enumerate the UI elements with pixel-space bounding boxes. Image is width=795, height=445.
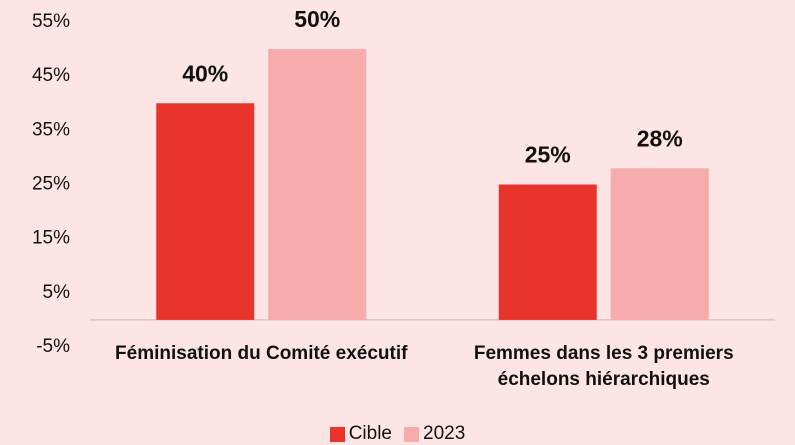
y-tick-label: 55% — [32, 11, 70, 32]
legend-item: 2023 — [404, 423, 465, 445]
value-label: 40% — [182, 60, 228, 86]
bar — [498, 184, 597, 320]
x-tick-label: Femmes dans les 3 premiers échelons hiér… — [473, 343, 734, 390]
value-label: 50% — [294, 6, 340, 32]
legend-label: 2023 — [423, 423, 466, 444]
y-tick-label: 45% — [32, 65, 70, 86]
legend-swatch — [329, 426, 345, 442]
value-label: 28% — [637, 125, 683, 151]
legend-item: Cible — [329, 423, 393, 445]
legend-swatch — [404, 426, 420, 442]
y-tick-label: 15% — [32, 228, 70, 249]
legend-label: Cible — [348, 423, 393, 444]
value-label: 25% — [525, 142, 571, 168]
bar — [268, 49, 367, 320]
x-tick-label: Féminisation du Comité exécutif — [115, 343, 408, 364]
y-tick-label: 35% — [32, 119, 70, 140]
bar — [156, 103, 255, 320]
bar — [610, 168, 709, 320]
legend: Cible 2023 — [0, 423, 795, 445]
y-tick-label: 25% — [32, 174, 70, 195]
y-tick-label: -5% — [36, 336, 70, 357]
y-tick-label: 5% — [43, 282, 71, 303]
